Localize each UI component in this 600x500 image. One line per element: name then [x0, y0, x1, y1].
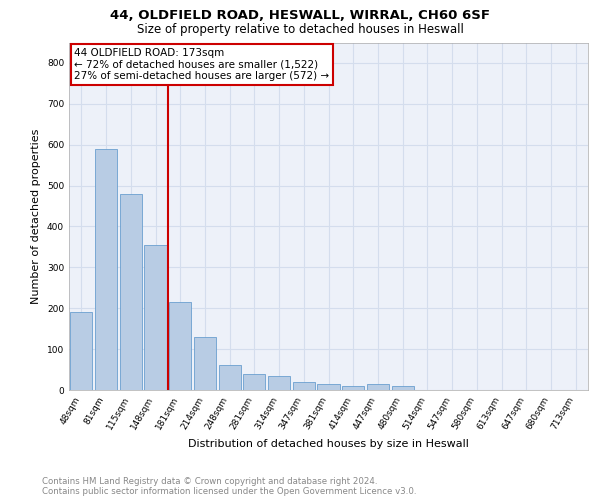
Text: 44 OLDFIELD ROAD: 173sqm
← 72% of detached houses are smaller (1,522)
27% of sem: 44 OLDFIELD ROAD: 173sqm ← 72% of detach…: [74, 48, 329, 81]
Bar: [95, 149, 117, 390]
Bar: [145, 245, 167, 390]
Bar: [293, 382, 315, 390]
Bar: [70, 312, 92, 390]
Bar: [342, 386, 364, 390]
Bar: [243, 374, 265, 390]
Bar: [392, 386, 414, 390]
Bar: [194, 337, 216, 390]
Text: 44, OLDFIELD ROAD, HESWALL, WIRRAL, CH60 6SF: 44, OLDFIELD ROAD, HESWALL, WIRRAL, CH60…: [110, 9, 490, 22]
Y-axis label: Number of detached properties: Number of detached properties: [31, 128, 41, 304]
Text: Size of property relative to detached houses in Heswall: Size of property relative to detached ho…: [137, 22, 463, 36]
Bar: [268, 376, 290, 390]
Bar: [218, 364, 241, 390]
Text: Contains HM Land Registry data © Crown copyright and database right 2024.: Contains HM Land Registry data © Crown c…: [42, 477, 377, 486]
Bar: [169, 302, 191, 390]
X-axis label: Distribution of detached houses by size in Heswall: Distribution of detached houses by size …: [188, 439, 469, 449]
Bar: [317, 384, 340, 390]
Bar: [119, 194, 142, 390]
Text: Contains public sector information licensed under the Open Government Licence v3: Contains public sector information licen…: [42, 487, 416, 496]
Bar: [367, 384, 389, 390]
